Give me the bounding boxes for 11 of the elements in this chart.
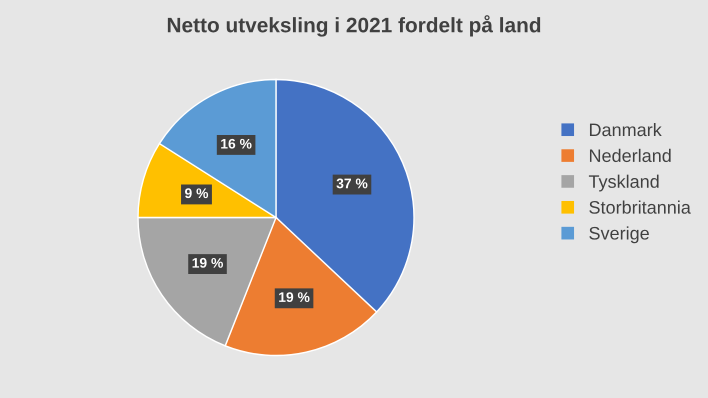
chart-title: Netto utveksling i 2021 fordelt på land	[168, 15, 540, 37]
legend-label: Danmark	[590, 122, 662, 136]
legend-label: Tyskland	[588, 174, 659, 192]
legend-label: Nederland	[590, 148, 671, 162]
legend-label: Storbritannia	[589, 200, 691, 214]
data-label: 16 %	[221, 138, 252, 149]
data-label: 19 %	[279, 292, 310, 302]
legend-label: Sverige	[589, 226, 649, 244]
data-label: 37 %	[336, 178, 368, 188]
data-label: 9 %	[185, 188, 208, 198]
data-label: 19 %	[192, 258, 223, 268]
